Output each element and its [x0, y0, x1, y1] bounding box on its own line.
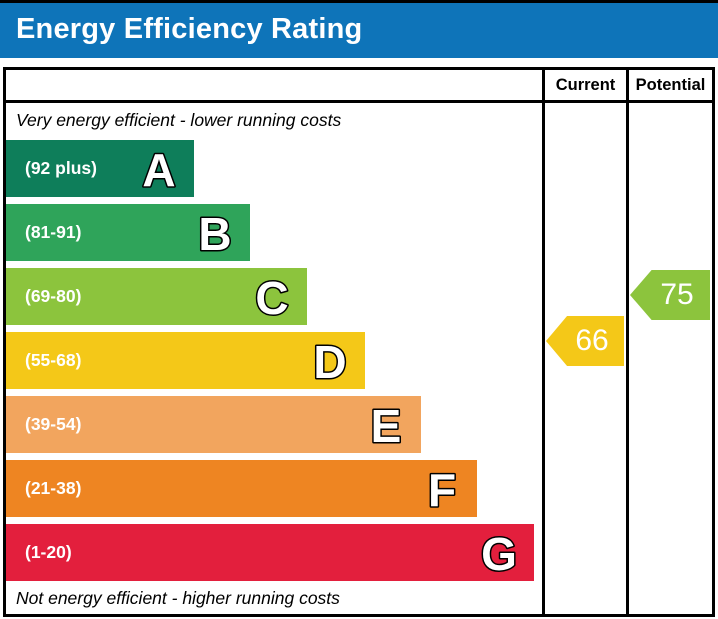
epc-band-range-label: (1-20) [25, 542, 72, 562]
epc-band-bar-c: (69-80) C [6, 268, 308, 325]
epc-band-letter: B [192, 207, 238, 259]
potential-column: Potential 75 [626, 70, 712, 614]
svg-text:F: F [428, 464, 456, 515]
svg-text:A: A [142, 144, 175, 195]
bottom-note: Not energy efficient - higher running co… [16, 588, 340, 608]
current-rating-arrow: 66 [546, 316, 624, 366]
svg-text:C: C [256, 272, 289, 323]
current-column-header: Current [545, 70, 626, 103]
top-note: Very energy efficient - lower running co… [16, 110, 342, 130]
current-rating-value: 66 [575, 324, 609, 357]
epc-band-bar-e: (39-54) E [6, 396, 422, 453]
chart-column-header [6, 70, 542, 103]
epc-rating-table: Very energy efficient - lower running co… [3, 67, 715, 617]
epc-band-letter: F [419, 463, 465, 515]
epc-band-bar-d: (55-68) D [6, 332, 365, 389]
epc-bands: (92 plus) A (81-91) B (69-80) C (55-68) D (39-54… [6, 140, 542, 581]
svg-text:E: E [371, 400, 402, 451]
svg-text:B: B [199, 208, 232, 259]
epc-band-row-a: (92 plus) A [6, 140, 542, 197]
svg-text:D: D [313, 336, 346, 387]
epc-band-letter: D [307, 335, 353, 387]
epc-band-row-c: (69-80) C [6, 268, 542, 325]
epc-band-range-label: (39-54) [25, 414, 82, 434]
epc-band-row-d: (55-68) D [6, 332, 542, 389]
chart-column: Very energy efficient - lower running co… [6, 70, 542, 614]
epc-band-range-label: (21-38) [25, 478, 82, 498]
epc-band-range-label: (92 plus) [25, 158, 97, 178]
potential-rating-arrow: 75 [630, 270, 710, 320]
epc-band-letter: E [363, 399, 409, 451]
potential-rating-value: 75 [660, 278, 694, 311]
epc-band-row-e: (39-54) E [6, 396, 542, 453]
page-title: Energy Efficiency Rating [16, 13, 363, 45]
epc-band-row-b: (81-91) B [6, 204, 542, 261]
current-column-body: 66 [545, 103, 626, 614]
epc-band-letter: C [249, 271, 295, 323]
epc-band-letter: G [476, 527, 522, 579]
epc-band-bar-b: (81-91) B [6, 204, 251, 261]
potential-column-body: 75 [629, 103, 712, 614]
epc-band-bar-g: (1-20) G [6, 524, 534, 581]
svg-text:G: G [481, 528, 517, 579]
epc-band-bar-f: (21-38) F [6, 460, 478, 517]
epc-band-range-label: (69-80) [25, 286, 82, 306]
epc-band-range-label: (55-68) [25, 350, 82, 370]
title-bar: Energy Efficiency Rating [0, 0, 718, 58]
epc-band-range-label: (81-91) [25, 222, 82, 242]
chart-body: Very energy efficient - lower running co… [6, 103, 542, 614]
epc-band-bar-a: (92 plus) A [6, 140, 194, 197]
current-column: Current 66 [542, 70, 626, 614]
epc-band-row-f: (21-38) F [6, 460, 542, 517]
epc-band-row-g: (1-20) G [6, 524, 542, 581]
potential-column-header: Potential [629, 70, 712, 103]
epc-band-letter: A [136, 143, 182, 195]
